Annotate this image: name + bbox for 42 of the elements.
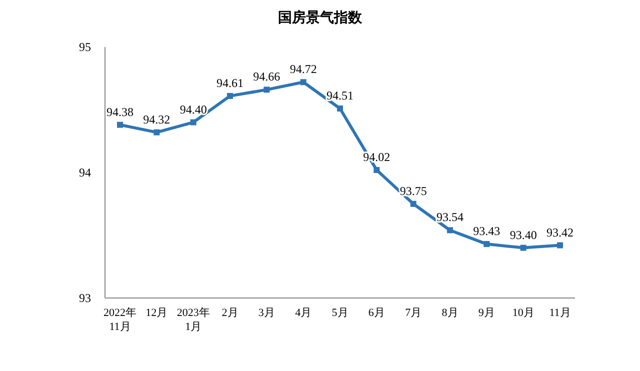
point	[300, 79, 306, 86]
x-tick-label: 6月	[368, 307, 385, 319]
x-tick-label: 3月	[258, 307, 275, 319]
x-tick-label: 5月	[332, 307, 348, 319]
point	[520, 244, 526, 251]
data-label: 94.61	[216, 76, 244, 90]
data-label: 94.32	[143, 112, 170, 126]
y-tick-label: 95	[79, 40, 91, 54]
y-tick-label: 94	[79, 166, 91, 180]
data-label: 93.42	[546, 225, 574, 240]
y-tick-label: 93	[79, 291, 91, 305]
x-tick-label: 8月	[442, 307, 458, 319]
point	[557, 242, 563, 248]
x-tick-label: 2023年 1月	[176, 307, 210, 333]
x-tick-label: 11月	[549, 307, 571, 319]
data-label: 94.38	[106, 104, 134, 119]
x-tick-label: 4月	[295, 307, 312, 319]
data-label: 93.43	[473, 224, 500, 238]
data-label: 94.40	[180, 102, 207, 116]
chart-title: 国房景气指数	[278, 9, 363, 26]
data-label: 93.40	[510, 228, 537, 242]
x-tick-label: 9月	[478, 307, 495, 319]
x-tick-label: 2022年 11月	[104, 307, 136, 333]
data-label: 93.54	[436, 210, 464, 224]
data-label: 94.72	[290, 62, 317, 76]
point	[374, 166, 380, 173]
point	[447, 227, 453, 234]
point	[190, 119, 196, 126]
x-tick-label: 7月	[405, 307, 422, 319]
x-tick-label: 12月	[146, 307, 168, 319]
point	[154, 129, 160, 136]
point	[117, 122, 123, 128]
data-label: 94.66	[253, 70, 280, 84]
data-label: 94.51	[326, 88, 354, 102]
point	[484, 241, 490, 248]
x-tick-label: 2月	[222, 307, 238, 319]
data-label: 93.75	[400, 184, 427, 198]
point	[227, 92, 233, 99]
point	[337, 105, 343, 112]
point	[264, 86, 270, 93]
x-tick-label: 10月	[512, 307, 534, 319]
point	[410, 200, 416, 207]
